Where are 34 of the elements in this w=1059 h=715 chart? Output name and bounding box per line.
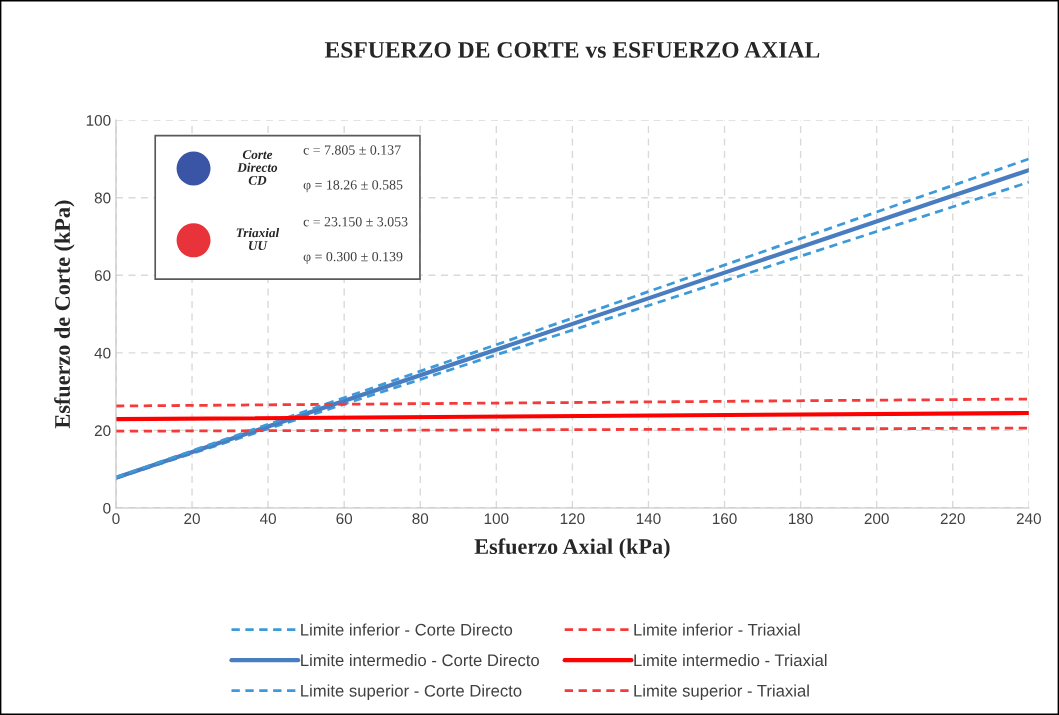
legend-label: Limite inferior - Triaxial — [634, 623, 800, 636]
y-tick-label: 0 — [103, 502, 111, 514]
x-axis-title: Esfuerzo Axial (kPa) — [474, 538, 670, 559]
annotation: φ = 0.300 ± 0.139 — [303, 251, 403, 265]
x-tick-label: 200 — [864, 513, 889, 525]
x-tick-label: 100 — [484, 513, 509, 525]
annotation: c = 7.805 ± 0.137 — [303, 145, 401, 155]
y-axis-title: Esfuerzo de Corte (kPa) — [54, 200, 75, 429]
legend-label: Limite superior - Corte Directo — [301, 684, 522, 700]
annotation: c = 23.150 ± 3.053 — [303, 217, 408, 227]
x-tick-label: 140 — [636, 513, 661, 525]
y-tick-label: 40 — [94, 347, 111, 359]
x-tick-label: 40 — [259, 513, 276, 525]
x-tick-label: 180 — [789, 513, 813, 525]
x-tick-label: 80 — [412, 513, 429, 525]
legend-label: Limite intermedio - Triaxial — [634, 653, 827, 667]
x-tick-label: 0 — [112, 513, 120, 525]
x-tick-label: 160 — [712, 513, 737, 525]
y-tick-label: 100 — [86, 114, 111, 126]
annotation: Triaxial UU — [236, 227, 280, 251]
annotation: φ = 18.26 ± 0.585 — [303, 180, 403, 193]
x-tick-label: 240 — [1016, 513, 1041, 525]
legend-label: Limite inferior - Corte Directo — [301, 623, 513, 636]
legend-label: Limite intermedio - Corte Directo — [301, 653, 540, 667]
y-tick-label: 60 — [94, 270, 111, 281]
y-tick-label: 20 — [94, 425, 111, 437]
legend-label: Limite superior - Triaxial — [634, 684, 809, 700]
x-tick-label: 20 — [184, 513, 200, 525]
chart-title: ESFUERZO DE CORTE vs ESFUERZO AXIAL — [324, 41, 820, 58]
annotation: Corte Directo CD — [237, 150, 278, 185]
y-tick-label: 80 — [94, 192, 111, 204]
x-tick-label: 120 — [560, 513, 585, 525]
x-tick-label: 220 — [940, 513, 965, 525]
x-tick-label: 60 — [336, 513, 353, 525]
